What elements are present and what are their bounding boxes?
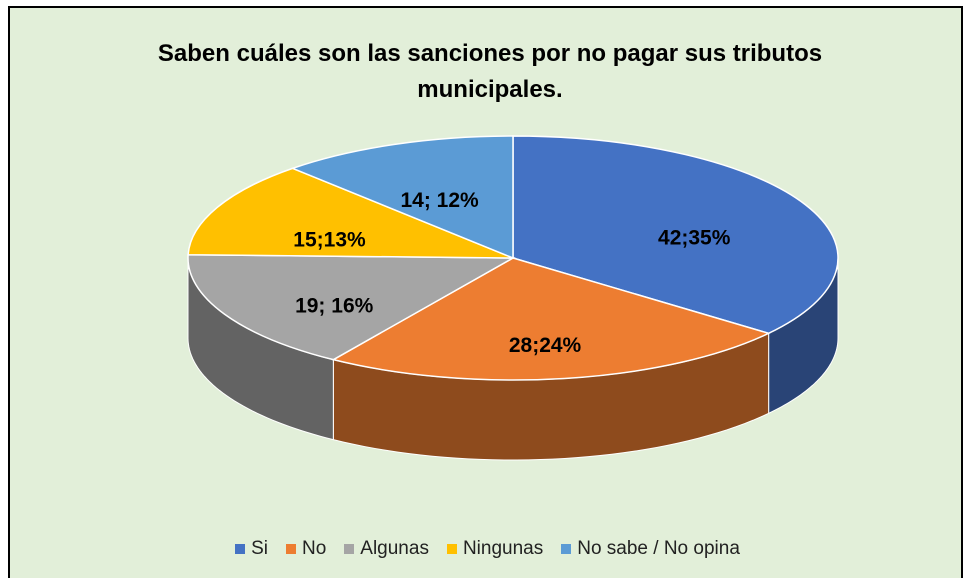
chart-title: Saben cuáles son las sanciones por no pa… <box>157 40 823 103</box>
legend-swatch <box>344 544 355 554</box>
data-label: 19; 16% <box>295 294 374 317</box>
legend-item: Algunas <box>344 538 429 560</box>
legend-item: No <box>285 538 327 560</box>
legend-swatch <box>561 544 572 554</box>
pie-plot: 42;35% 28;24% 19; 16% 15;13% 14; 12% <box>187 135 839 461</box>
slice <box>290 135 514 260</box>
slice <box>512 135 839 335</box>
slice <box>187 253 516 361</box>
data-label: 28;24% <box>509 334 582 357</box>
slice <box>187 167 514 259</box>
legend-swatch <box>285 544 296 554</box>
legend: Si No Algunas Ningunas No sabe / No opina <box>10 538 965 560</box>
legend-swatch <box>446 544 457 554</box>
data-label: 14; 12% <box>401 189 480 212</box>
data-label: 42;35% <box>658 226 731 249</box>
legend-label: No sabe / No opina <box>577 538 740 559</box>
chart: Saben cuáles son las sanciones por no pa… <box>8 6 963 578</box>
legend-label: Si <box>251 538 268 559</box>
slice <box>331 257 771 381</box>
legend-swatch <box>235 544 246 554</box>
legend-label: No <box>301 538 327 559</box>
legend-item: Si <box>235 538 268 560</box>
legend-label: Ningunas <box>462 538 544 559</box>
legend-item: No sabe / No opina <box>561 538 740 560</box>
data-label: 15;13% <box>293 228 366 251</box>
legend-label: Algunas <box>360 538 429 559</box>
legend-item: Ningunas <box>446 538 544 560</box>
